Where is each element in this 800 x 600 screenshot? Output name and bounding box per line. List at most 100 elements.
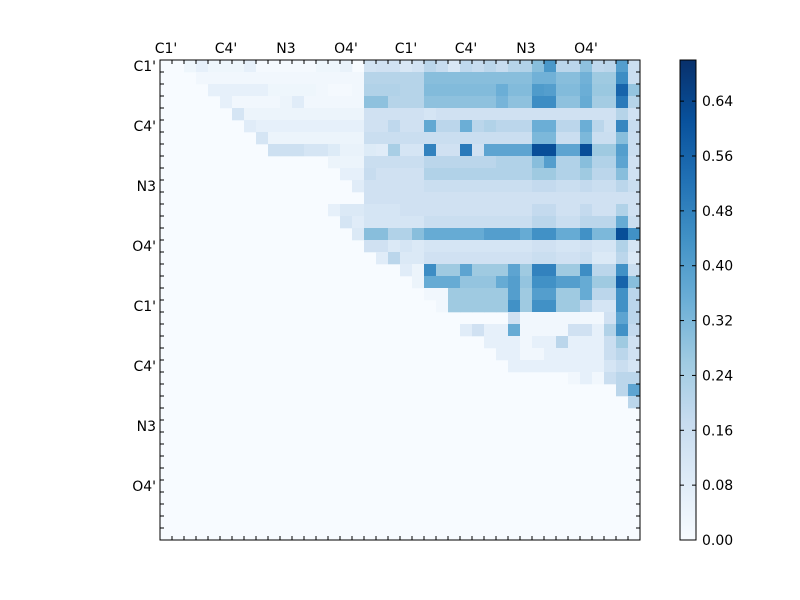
- heatmap-cell: [508, 312, 521, 325]
- heatmap-cell: [604, 216, 617, 229]
- heatmap-cell: [268, 72, 281, 85]
- heatmap-cell: [592, 108, 605, 121]
- heatmap-cell: [340, 156, 353, 169]
- heatmap-cell: [520, 324, 533, 337]
- heatmap-cell: [616, 252, 629, 265]
- heatmap-cell: [508, 276, 521, 289]
- heatmap-cell: [520, 252, 533, 265]
- heatmap-cell: [628, 120, 641, 133]
- heatmap-cell: [460, 192, 473, 205]
- heatmap-cell: [532, 276, 545, 289]
- heatmap-cell: [400, 84, 413, 97]
- heatmap-cell: [604, 276, 617, 289]
- heatmap-cell: [292, 108, 305, 121]
- heatmap-cell: [568, 324, 581, 337]
- heatmap-cell: [316, 120, 329, 133]
- heatmap-cell: [340, 96, 353, 109]
- heatmap-cell: [616, 156, 629, 169]
- heatmap-cell: [376, 168, 389, 181]
- heatmap-cell: [472, 120, 485, 133]
- heatmap-cell: [604, 252, 617, 265]
- heatmap-cell: [436, 240, 449, 253]
- heatmap-cell: [472, 252, 485, 265]
- heatmap-cell: [520, 132, 533, 145]
- y-tick-label: O4': [132, 239, 156, 255]
- heatmap-cell: [436, 144, 449, 157]
- heatmap-cell: [316, 144, 329, 157]
- heatmap-cell: [556, 60, 569, 73]
- heatmap-cell: [280, 84, 293, 97]
- heatmap-cell: [424, 72, 437, 85]
- heatmap-cell: [412, 168, 425, 181]
- heatmap-cell: [448, 120, 461, 133]
- heatmap-cell: [436, 132, 449, 145]
- heatmap-cell: [484, 192, 497, 205]
- heatmap-cell: [280, 132, 293, 145]
- heatmap-cell: [472, 192, 485, 205]
- heatmap-cell: [508, 300, 521, 313]
- heatmap-cell: [628, 96, 641, 109]
- heatmap-cell: [280, 72, 293, 85]
- heatmap-cell: [196, 72, 209, 85]
- heatmap-cell: [376, 192, 389, 205]
- heatmap-cell: [484, 156, 497, 169]
- heatmap-cell: [508, 252, 521, 265]
- heatmap-cell: [520, 276, 533, 289]
- heatmap-cell: [376, 144, 389, 157]
- heatmap-cell: [580, 240, 593, 253]
- heatmap-cell: [508, 180, 521, 193]
- heatmap-cell: [544, 288, 557, 301]
- heatmap-cell: [388, 180, 401, 193]
- y-tick-label: C4': [133, 359, 156, 375]
- heatmap-cell: [484, 336, 497, 349]
- heatmap-cell: [364, 96, 377, 109]
- heatmap-cell: [400, 204, 413, 217]
- heatmap-cell: [304, 120, 317, 133]
- heatmap-cell: [412, 240, 425, 253]
- heatmap-cell: [544, 252, 557, 265]
- heatmap-cell: [556, 240, 569, 253]
- heatmap-cell: [472, 156, 485, 169]
- heatmap-cell: [520, 204, 533, 217]
- heatmap-cell: [244, 72, 257, 85]
- heatmap-cell: [484, 288, 497, 301]
- heatmap-cell: [268, 144, 281, 157]
- heatmap-cell: [472, 84, 485, 97]
- heatmap-cell: [412, 120, 425, 133]
- heatmap-cell: [628, 108, 641, 121]
- heatmap-cell: [580, 360, 593, 373]
- heatmap-cell: [580, 84, 593, 97]
- heatmap-cell: [400, 132, 413, 145]
- heatmap-cell: [556, 324, 569, 337]
- colorbar-tick-label: 0.40: [702, 259, 733, 275]
- heatmap-cell: [568, 360, 581, 373]
- heatmap-cell: [436, 84, 449, 97]
- y-tick-label: N3: [137, 179, 156, 195]
- heatmap-cell: [520, 336, 533, 349]
- heatmap-cell: [532, 144, 545, 157]
- heatmap-cell: [376, 240, 389, 253]
- heatmap-cell: [316, 108, 329, 121]
- heatmap-cell: [484, 72, 497, 85]
- heatmap-cell: [520, 144, 533, 157]
- heatmap-cell: [484, 84, 497, 97]
- heatmap-cell: [580, 192, 593, 205]
- heatmap-cell: [400, 108, 413, 121]
- heatmap-cell: [520, 60, 533, 73]
- heatmap-cell: [244, 108, 257, 121]
- heatmap-cell: [256, 108, 269, 121]
- heatmap-cell: [436, 204, 449, 217]
- heatmap-cell: [364, 132, 377, 145]
- heatmap-cell: [604, 312, 617, 325]
- y-tick-label: N3: [137, 419, 156, 435]
- heatmap-cell: [568, 96, 581, 109]
- heatmap-cell: [592, 336, 605, 349]
- heatmap-cell: [340, 204, 353, 217]
- heatmap-cell: [232, 84, 245, 97]
- heatmap-cell: [556, 192, 569, 205]
- heatmap-cell: [304, 108, 317, 121]
- heatmap-cell: [532, 180, 545, 193]
- heatmap-cell: [532, 312, 545, 325]
- heatmap-cell: [484, 180, 497, 193]
- heatmap-cell: [484, 216, 497, 229]
